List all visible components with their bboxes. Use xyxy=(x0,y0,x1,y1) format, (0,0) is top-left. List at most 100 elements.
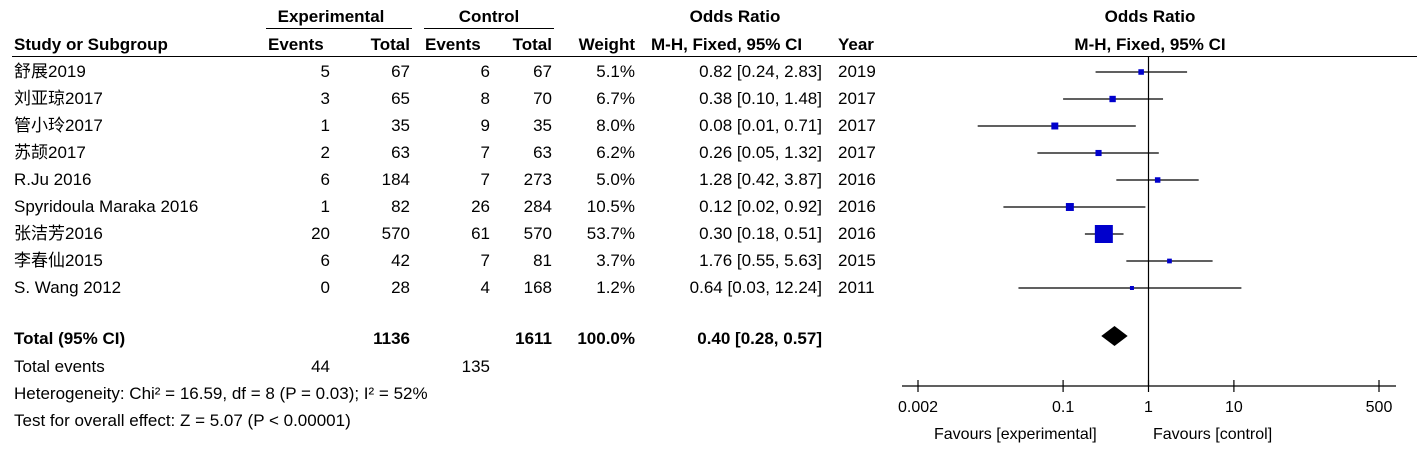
col-study-header: Study or Subgroup xyxy=(14,35,168,54)
ctl-total: 273 xyxy=(523,170,552,189)
ctl-total: 63 xyxy=(533,143,552,162)
exp-total: 42 xyxy=(391,251,410,270)
pooled-diamond xyxy=(1101,326,1128,346)
or-plot-header: Odds Ratio xyxy=(1104,7,1196,26)
exp-total: 65 xyxy=(391,89,410,108)
total-ctl-total: 1611 xyxy=(515,329,552,348)
study-name: 管小玲2017 xyxy=(14,116,103,135)
weight: 8.0% xyxy=(596,116,635,135)
study-year: 2017 xyxy=(838,89,876,108)
exp-events: 6 xyxy=(320,170,330,189)
study-year: 2011 xyxy=(838,278,875,297)
study-year: 2016 xyxy=(838,197,876,216)
or-ci: 1.28 [0.42, 3.87] xyxy=(699,170,822,189)
study-name: 张洁芳2016 xyxy=(14,224,103,243)
ctl-events: 4 xyxy=(480,278,490,297)
weight: 1.2% xyxy=(596,278,635,297)
exp-events: 6 xyxy=(320,251,330,270)
exp-total: 63 xyxy=(391,143,410,162)
experimental-group-header: Experimental xyxy=(277,7,385,26)
col-weight-header: Weight xyxy=(578,35,635,54)
study-name: R.Ju 2016 xyxy=(14,170,92,189)
study-name: 苏颉2017 xyxy=(14,143,86,162)
or-ci: 0.26 [0.05, 1.32] xyxy=(699,143,822,162)
ctl-events: 9 xyxy=(480,116,490,135)
effect-marker xyxy=(1154,177,1161,183)
total-events-ctl: 135 xyxy=(461,357,490,376)
ctl-events: 8 xyxy=(480,89,490,108)
or-ci: 0.38 [0.10, 1.48] xyxy=(699,89,822,108)
study-name: Spyridoula Maraka 2016 xyxy=(14,197,199,216)
weight: 6.2% xyxy=(596,143,635,162)
exp-events: 5 xyxy=(320,62,330,81)
col-exp-events-header: Events xyxy=(268,35,324,54)
ctl-events: 26 xyxy=(471,197,490,216)
study-name: 刘亚琼2017 xyxy=(14,89,103,108)
exp-events: 20 xyxy=(311,224,330,243)
or-ci: 1.76 [0.55, 5.63] xyxy=(699,251,822,270)
exp-total: 28 xyxy=(391,278,410,297)
heterogeneity-text: Heterogeneity: Chi² = 16.59, df = 8 (P =… xyxy=(14,384,428,403)
ctl-total: 35 xyxy=(533,116,552,135)
or-table-header: Odds Ratio xyxy=(689,7,781,26)
study-name: 舒展2019 xyxy=(14,62,86,81)
experimental-header-rule xyxy=(266,28,412,29)
ctl-events: 7 xyxy=(480,170,490,189)
exp-events: 1 xyxy=(320,116,330,135)
effect-marker xyxy=(1051,122,1059,130)
plot-method-header: M-H, Fixed, 95% CI xyxy=(1074,35,1226,54)
study-year: 2017 xyxy=(838,143,876,162)
col-or-header: M-H, Fixed, 95% CI xyxy=(651,35,803,54)
or-ci: 0.64 [0.03, 12.24] xyxy=(689,278,822,297)
total-weight: 100.0% xyxy=(577,329,635,348)
study-name: S. Wang 2012 xyxy=(14,278,122,297)
effect-marker xyxy=(1065,203,1074,211)
ctl-total: 168 xyxy=(523,278,552,297)
overall-effect-text: Test for overall effect: Z = 5.07 (P < 0… xyxy=(14,411,351,430)
study-year: 2015 xyxy=(838,251,876,270)
study-year: 2016 xyxy=(838,170,876,189)
study-name: 李春仙2015 xyxy=(14,251,103,270)
ctl-total: 67 xyxy=(533,62,552,81)
effect-marker xyxy=(1167,258,1172,264)
x-tick-label: 10 xyxy=(1224,399,1243,416)
weight: 53.7% xyxy=(586,224,635,243)
x-tick-label: 500 xyxy=(1365,399,1393,416)
effect-marker xyxy=(1129,286,1134,290)
exp-events: 1 xyxy=(320,197,330,216)
effect-marker xyxy=(1095,149,1102,157)
favours-control-label: Favours [control] xyxy=(1153,426,1273,443)
weight: 3.7% xyxy=(596,251,635,270)
total-or-ci: 0.40 [0.28, 0.57] xyxy=(697,329,822,348)
exp-total: 570 xyxy=(381,224,410,243)
exp-total: 82 xyxy=(391,197,410,216)
exp-total: 35 xyxy=(391,116,410,135)
ctl-events: 7 xyxy=(480,143,490,162)
study-year: 2016 xyxy=(838,224,876,243)
control-header-rule xyxy=(424,28,554,29)
col-ctl-total-header: Total xyxy=(512,35,552,54)
ctl-events: 61 xyxy=(471,224,490,243)
ctl-events: 6 xyxy=(480,62,490,81)
ctl-total: 81 xyxy=(533,251,552,270)
col-ctl-events-header: Events xyxy=(425,35,481,54)
total-exp-total: 1136 xyxy=(373,329,410,348)
favours-experimental-label: Favours [experimental] xyxy=(934,426,1097,443)
x-tick-label: 0.002 xyxy=(897,399,939,416)
ctl-events: 7 xyxy=(480,251,490,270)
total-label: Total (95% CI) xyxy=(14,329,126,348)
effect-marker xyxy=(1094,225,1113,243)
or-ci: 0.08 [0.01, 0.71] xyxy=(699,116,822,135)
exp-total: 67 xyxy=(391,62,410,81)
ctl-total: 70 xyxy=(533,89,552,108)
col-exp-total-header: Total xyxy=(370,35,410,54)
total-events-label: Total events xyxy=(14,357,105,376)
exp-events: 0 xyxy=(320,278,330,297)
weight: 10.5% xyxy=(586,197,635,216)
control-group-header: Control xyxy=(458,7,520,26)
exp-events: 3 xyxy=(320,89,330,108)
effect-marker xyxy=(1109,95,1116,103)
x-tick-label: 1 xyxy=(1144,399,1153,416)
weight: 6.7% xyxy=(596,89,635,108)
